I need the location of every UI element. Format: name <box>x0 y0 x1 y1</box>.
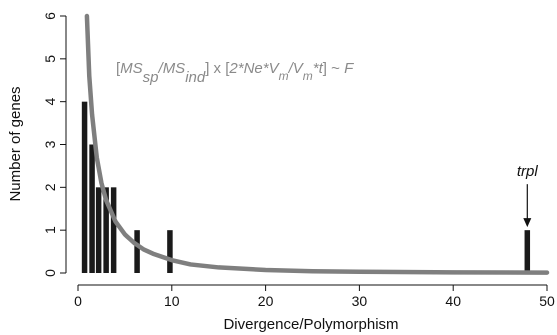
y-axis-title: Number of genes <box>7 86 24 201</box>
fitted-f-distribution-curve <box>84 13 550 275</box>
bars-layer <box>81 101 531 273</box>
x-axis-title: Divergence/Polymorphism <box>223 316 398 333</box>
y-tick-label: 2 <box>42 183 58 191</box>
x-axis: 0 10 20 30 40 50 <box>74 284 555 309</box>
y-tick-label: 0 <box>42 269 58 277</box>
annotation-trpl-label: trpl <box>517 163 539 180</box>
x-tick-label: 50 <box>539 293 555 309</box>
histogram-bar <box>89 144 95 273</box>
histogram-bar <box>95 187 102 273</box>
histogram-bar <box>81 101 88 273</box>
y-tick-label: 6 <box>42 12 58 20</box>
x-tick-label: 0 <box>74 293 82 309</box>
x-tick-label: 30 <box>352 293 368 309</box>
histogram-bar <box>524 230 531 273</box>
annotation-trpl: trpl <box>517 163 539 228</box>
x-tick-label: 10 <box>164 293 180 309</box>
curve-formula-label: [MSsp/MSind] x [2*Ne*Vm/Vm*t] ~ F <box>116 60 354 86</box>
histogram-bar <box>134 230 140 273</box>
y-tick-label: 1 <box>42 226 58 234</box>
x-tick-label: 20 <box>258 293 274 309</box>
annotation-arrow-head-icon <box>523 218 532 228</box>
y-tick-label: 4 <box>42 98 58 106</box>
histogram-bar <box>103 187 109 273</box>
y-axis: 0 1 2 3 4 5 6 <box>42 12 67 277</box>
histogram-bar <box>167 230 173 273</box>
y-tick-label: 3 <box>42 140 58 148</box>
histogram-bar <box>110 187 117 273</box>
y-tick-label: 5 <box>42 55 58 63</box>
x-tick-label: 40 <box>445 293 461 309</box>
